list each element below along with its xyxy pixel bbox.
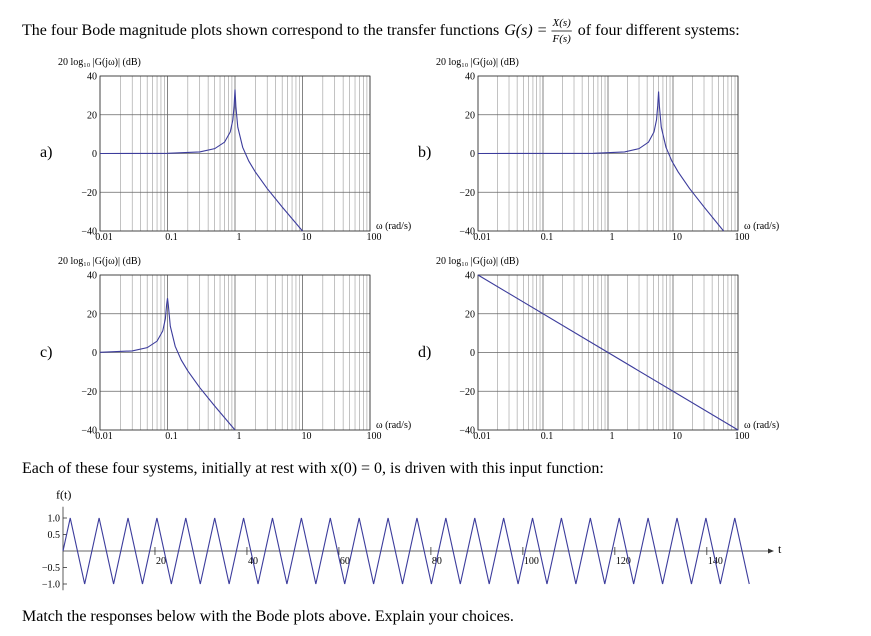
y-tick-label: 0 (92, 149, 97, 160)
x-axis-label: ω (rad/s) (744, 420, 779, 431)
x-axis-label: ω (rad/s) (376, 420, 411, 431)
panel-label: d) (418, 344, 431, 361)
y-tick-label: −40 (81, 227, 97, 238)
y-tick-label: 20 (465, 309, 475, 320)
panel-label: a) (40, 144, 52, 161)
y-tick-label: 0.5 (48, 530, 61, 541)
y-axis-label: 20 log₁₀ |G(jω)| (dB) (436, 256, 519, 267)
x-tick-label: 100 (735, 431, 750, 442)
x-tick-label: 20 (156, 556, 166, 567)
y-tick-label: −0.5 (42, 563, 60, 574)
y-tick-label: 1.0 (48, 514, 61, 525)
x-tick-label: 1 (610, 431, 615, 442)
x-tick-label: 10 (672, 431, 682, 442)
math-lhs: G(s) = (504, 22, 547, 39)
y-tick-label: −20 (459, 387, 475, 398)
x-tick-label: 1 (610, 232, 615, 243)
intro-text: The four Bode magnitude plots shown corr… (22, 22, 499, 39)
x-axis-label: ω (rad/s) (744, 221, 779, 232)
x-tick-label: 0.01 (95, 232, 113, 243)
closing-text: Match the responses below with the Bode … (22, 608, 514, 625)
y-tick-label: 20 (465, 110, 475, 121)
y-axis-label: 20 log₁₀ |G(jω)| (dB) (58, 57, 141, 68)
panel-label: b) (418, 144, 431, 161)
x-tick-label: 0.01 (95, 431, 113, 442)
x-axis-label: t (778, 542, 782, 556)
x-tick-label: 10 (672, 232, 682, 243)
x-tick-label: 60 (340, 556, 350, 567)
curve (477, 274, 739, 431)
curve (99, 298, 236, 431)
y-tick-label: −40 (459, 426, 475, 437)
y-axis-label: f(t) (56, 488, 71, 502)
x-tick-label: 0.1 (165, 232, 178, 243)
y-tick-label: 40 (87, 271, 97, 282)
y-axis-label: 20 log₁₀ |G(jω)| (dB) (58, 256, 141, 267)
y-tick-label: 0 (470, 348, 475, 359)
x-tick-label: 120 (616, 556, 631, 567)
curve (477, 91, 725, 232)
math-denominator: F(s) (551, 33, 571, 45)
y-tick-label: −20 (459, 188, 475, 199)
middle-text: Each of these four systems, initially at… (22, 460, 604, 477)
y-tick-label: 40 (87, 72, 97, 83)
curve (62, 517, 750, 585)
math-numerator: X(s) (551, 17, 571, 29)
x-tick-label: 100 (735, 232, 750, 243)
x-tick-label: 0.1 (541, 232, 554, 243)
x-tick-label: 80 (432, 556, 442, 567)
y-tick-label: −40 (81, 426, 97, 437)
x-tick-label: 0.01 (473, 232, 491, 243)
x-tick-label: 0.1 (541, 431, 554, 442)
x-tick-label: 10 (302, 431, 312, 442)
intro-text-end: of four different systems: (578, 22, 740, 39)
x-tick-label: 10 (302, 232, 312, 243)
y-tick-label: 0 (470, 149, 475, 160)
x-tick-label: 1 (237, 232, 242, 243)
y-tick-label: 20 (87, 110, 97, 121)
y-tick-label: −40 (459, 227, 475, 238)
x-tick-label: 100 (367, 431, 382, 442)
curve (99, 89, 303, 232)
y-axis-label: 20 log₁₀ |G(jω)| (dB) (436, 57, 519, 68)
y-tick-label: −20 (81, 387, 97, 398)
x-tick-label: 100 (524, 556, 539, 567)
y-tick-label: −1.0 (42, 580, 60, 591)
y-tick-label: 0 (92, 348, 97, 359)
x-axis-arrow (768, 548, 774, 554)
y-tick-label: −20 (81, 188, 97, 199)
x-tick-label: 1 (237, 431, 242, 442)
plot-frame (477, 274, 739, 431)
x-tick-label: 100 (367, 232, 382, 243)
y-tick-label: 20 (87, 309, 97, 320)
panel-label: c) (40, 344, 52, 361)
y-tick-label: 40 (465, 72, 475, 83)
y-tick-label: 40 (465, 271, 475, 282)
x-tick-label: 0.01 (473, 431, 491, 442)
x-axis-label: ω (rad/s) (376, 221, 411, 232)
x-tick-label: 0.1 (165, 431, 178, 442)
